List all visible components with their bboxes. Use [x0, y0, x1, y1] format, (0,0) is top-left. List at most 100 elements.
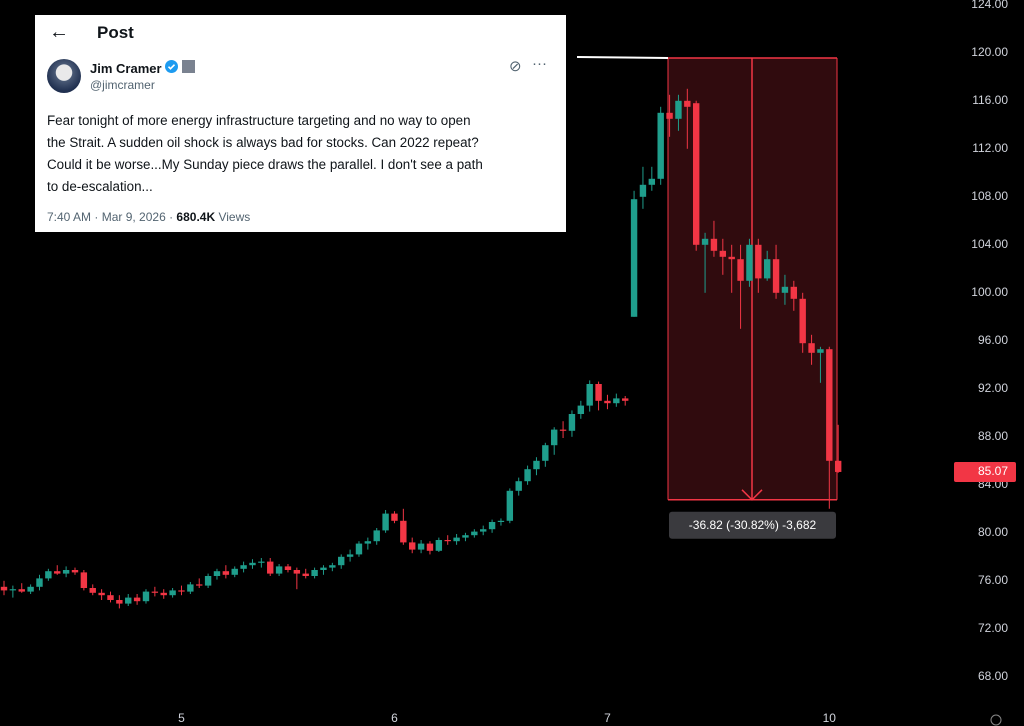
- candle-body: [54, 571, 61, 574]
- post-header: ← Post: [35, 15, 566, 49]
- y-tick-label: 112.00: [972, 141, 1008, 155]
- candle-body: [577, 405, 585, 414]
- candle-body: [542, 445, 549, 461]
- candle-body: [772, 259, 780, 293]
- y-tick-label: 80.00: [978, 525, 1008, 539]
- candle-body: [604, 400, 611, 404]
- candle-body: [586, 384, 593, 406]
- candle-body: [426, 543, 434, 551]
- candle-body: [568, 414, 576, 431]
- post-text-line: Fear tonight of more energy infrastructu…: [47, 113, 471, 128]
- y-tick-label: 124.00: [971, 0, 1008, 11]
- candle-body: [27, 586, 34, 592]
- candle-body: [506, 490, 514, 521]
- candle-body: [462, 535, 469, 538]
- last-price-label: 85.07: [978, 464, 1008, 478]
- candle-body: [329, 565, 336, 568]
- candle-body: [373, 530, 380, 542]
- candle-body: [559, 429, 567, 431]
- candle-body: [284, 566, 292, 570]
- candle-body: [400, 520, 407, 543]
- candle-body: [80, 572, 88, 588]
- settings-icon: [990, 714, 1002, 726]
- candle-body: [595, 384, 602, 401]
- candle-body: [746, 244, 753, 281]
- candle-body: [204, 576, 212, 586]
- candle-body: [151, 591, 159, 593]
- candle-body: [755, 244, 762, 279]
- candle-body: [267, 561, 274, 574]
- candle-body: [382, 513, 389, 531]
- post-text: Fear tonight of more energy infrastructu…: [47, 110, 483, 198]
- candle-body: [701, 238, 709, 245]
- x-tick-label: 10: [823, 711, 837, 725]
- candle-body: [320, 567, 327, 570]
- candle-body: [178, 590, 185, 592]
- date: Mar 9, 2026: [101, 210, 166, 224]
- candle-body: [675, 100, 682, 119]
- candle-body: [62, 570, 70, 574]
- post-card: ← Post Jim Cramer @jimcramer ⊘ ··· Fear …: [35, 15, 566, 232]
- candle-body: [480, 529, 487, 532]
- candle-body: [36, 578, 43, 587]
- measure-arrowhead: [741, 489, 763, 501]
- candle-body: [249, 562, 256, 566]
- last-price-box: [954, 461, 1016, 482]
- candle-body: [719, 250, 727, 257]
- y-tick-label: 92.00: [978, 381, 1008, 395]
- candle-body: [18, 589, 25, 592]
- y-tick-label: 100.00: [971, 285, 1008, 299]
- candle-body: [826, 349, 833, 461]
- candle-body: [160, 592, 167, 596]
- candle-body: [71, 570, 79, 573]
- affiliate-badge: [181, 60, 195, 73]
- candle-body: [834, 460, 842, 472]
- candle-body: [524, 469, 531, 482]
- candle-body: [692, 103, 700, 245]
- y-tick-label: 88.00: [978, 429, 1008, 443]
- candle-body: [275, 566, 283, 574]
- candle-body: [240, 565, 247, 569]
- candle-body: [621, 398, 629, 401]
- back-button[interactable]: ←: [49, 21, 69, 43]
- candle-body: [639, 184, 647, 197]
- post-text-line: to de-escalation...: [47, 179, 153, 194]
- candle-body: [116, 600, 123, 604]
- measure-label: -36.82 (-30.82%) -3,682: [689, 518, 817, 532]
- candle-body: [808, 343, 815, 353]
- candle-body: [497, 520, 505, 522]
- avatar[interactable]: [47, 59, 81, 93]
- candle-body: [435, 540, 443, 551]
- candle-body: [613, 398, 620, 404]
- candle-body: [471, 531, 478, 536]
- candle-body: [409, 542, 416, 550]
- candle-body: [311, 570, 318, 576]
- candle-body: [737, 259, 744, 281]
- y-tick-label: 96.00: [978, 333, 1008, 347]
- candle-body: [488, 522, 496, 530]
- author: Jim Cramer: [90, 61, 162, 76]
- candle-body: [169, 590, 176, 596]
- candle-body: [45, 571, 52, 579]
- candle-body: [213, 571, 221, 576]
- candle-body: [222, 571, 230, 575]
- x-tick-label: 6: [391, 711, 398, 725]
- grok-icon[interactable]: ⊘: [509, 58, 522, 75]
- more-button[interactable]: ···: [532, 55, 547, 72]
- post-text-line: Could it be worse...My Sunday piece draw…: [47, 157, 483, 172]
- x-tick-label: 7: [604, 711, 611, 725]
- views: 680.4K: [176, 210, 216, 224]
- candle-body: [133, 597, 141, 602]
- candle-body: [142, 591, 150, 602]
- candle-body: [648, 178, 656, 185]
- candle-body: [391, 513, 398, 521]
- candle-body: [107, 595, 114, 600]
- author-name[interactable]: Jim Cramer: [90, 60, 195, 76]
- candle-body: [453, 537, 460, 542]
- candle-body: [89, 588, 96, 593]
- candle-body: [710, 238, 718, 251]
- y-tick-label: 76.00: [978, 573, 1008, 587]
- y-tick-label: 120.00: [971, 45, 1008, 59]
